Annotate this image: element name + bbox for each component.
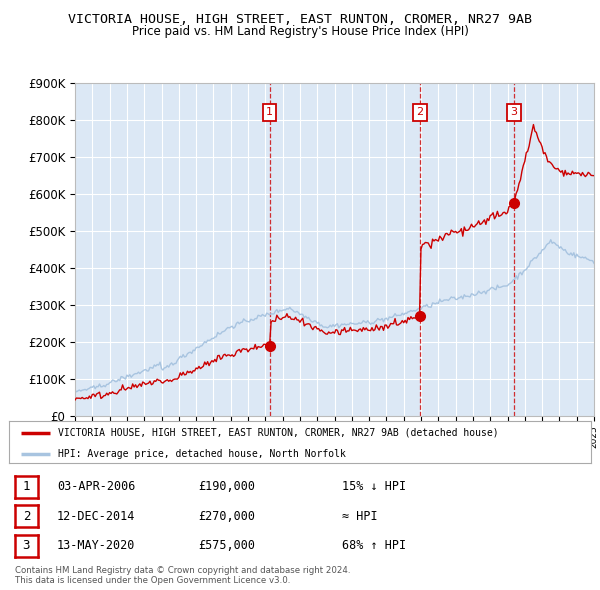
Text: 1: 1 [23,480,30,493]
Text: VICTORIA HOUSE, HIGH STREET, EAST RUNTON, CROMER, NR27 9AB: VICTORIA HOUSE, HIGH STREET, EAST RUNTON… [68,13,532,26]
Text: 68% ↑ HPI: 68% ↑ HPI [342,539,406,552]
Text: 13-MAY-2020: 13-MAY-2020 [57,539,136,552]
Text: Contains HM Land Registry data © Crown copyright and database right 2024.
This d: Contains HM Land Registry data © Crown c… [15,566,350,585]
Text: Price paid vs. HM Land Registry's House Price Index (HPI): Price paid vs. HM Land Registry's House … [131,25,469,38]
Text: HPI: Average price, detached house, North Norfolk: HPI: Average price, detached house, Nort… [58,449,346,459]
Text: £575,000: £575,000 [198,539,255,552]
Text: 2: 2 [23,510,30,523]
Text: ≈ HPI: ≈ HPI [342,510,377,523]
Text: 1: 1 [266,107,273,117]
Text: 2: 2 [416,107,423,117]
Text: 12-DEC-2014: 12-DEC-2014 [57,510,136,523]
Text: VICTORIA HOUSE, HIGH STREET, EAST RUNTON, CROMER, NR27 9AB (detached house): VICTORIA HOUSE, HIGH STREET, EAST RUNTON… [58,428,499,438]
Text: £270,000: £270,000 [198,510,255,523]
Text: 3: 3 [23,539,30,552]
Text: 03-APR-2006: 03-APR-2006 [57,480,136,493]
Text: 3: 3 [511,107,517,117]
Text: £190,000: £190,000 [198,480,255,493]
Text: 15% ↓ HPI: 15% ↓ HPI [342,480,406,493]
